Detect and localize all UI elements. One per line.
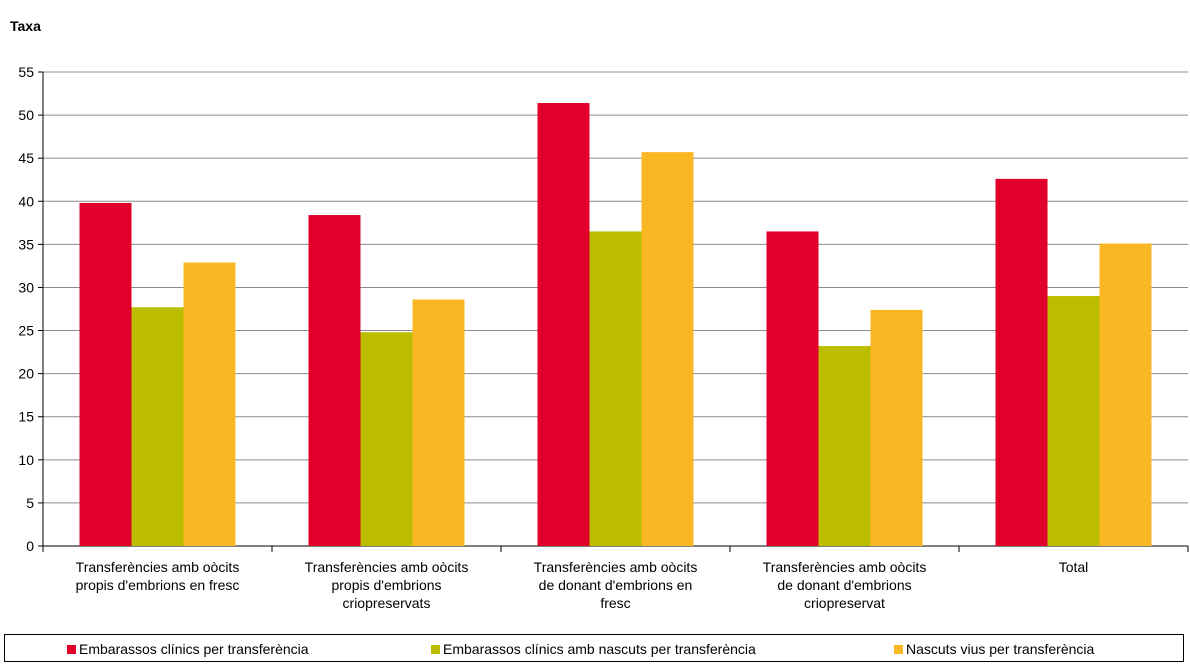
- legend-label-2: Embarassos clínics amb nascuts per trans…: [443, 641, 756, 657]
- x-tick-label: Transferències amb oòcits: [305, 559, 469, 575]
- bar: [360, 332, 413, 546]
- y-tick-label: 40: [18, 193, 34, 209]
- x-tick-label: Transferències amb oòcits: [763, 559, 927, 575]
- bar: [183, 262, 236, 546]
- y-tick-label: 35: [18, 236, 34, 252]
- bar: [308, 215, 361, 546]
- legend-item-1: Embarassos clínics per transferència: [67, 641, 309, 657]
- y-tick-label: 5: [26, 495, 34, 511]
- y-tick-label: 55: [18, 64, 34, 80]
- x-tick-label: propis d'embrions: [331, 577, 441, 593]
- legend-item-3: Nascuts vius per transferència: [894, 641, 1094, 657]
- bar: [995, 178, 1048, 546]
- legend-swatch-3: [894, 645, 903, 654]
- y-tick-label: 0: [26, 538, 34, 554]
- x-tick-label: criopreservat: [804, 595, 885, 611]
- plot-area: 0 5 10 15 20 25 30 35 40 45 50 55 Transferències amb…: [18, 64, 1189, 611]
- bar: [412, 299, 465, 546]
- bar: [79, 202, 132, 546]
- x-tick-label: Transferències amb oòcits: [76, 559, 240, 575]
- legend-item-2: Embarassos clínics amb nascuts per trans…: [431, 641, 756, 657]
- y-tick-label: 50: [18, 107, 34, 123]
- bar: [641, 152, 694, 546]
- legend-label-3: Nascuts vius per transferència: [906, 641, 1095, 657]
- x-tick-label: Transferències amb oòcits: [534, 559, 698, 575]
- bar: [1047, 296, 1100, 546]
- bar: [870, 309, 923, 546]
- legend-label-1: Embarassos clínics per transferència: [79, 641, 309, 657]
- bar: [589, 231, 642, 546]
- legend-swatch-2: [431, 645, 440, 654]
- bar: [1099, 243, 1152, 546]
- x-tick-label: de donant d'embrions: [777, 577, 911, 593]
- bar: [131, 307, 184, 546]
- y-axis-title: Taxa: [10, 18, 41, 34]
- y-tick-label: 15: [18, 409, 34, 425]
- bar: [818, 346, 871, 546]
- bar: [766, 231, 819, 546]
- y-tick-label: 20: [18, 366, 34, 382]
- x-tick-label: Total: [1059, 559, 1089, 575]
- y-tick-label: 10: [18, 452, 34, 468]
- x-tick-label: propis d'embrions en fresc: [76, 577, 240, 593]
- y-tick-label: 30: [18, 279, 34, 295]
- y-tick-label: 25: [18, 323, 34, 339]
- x-tick-label: de donant d'embrions en: [539, 577, 693, 593]
- y-tick-label: 45: [18, 150, 34, 166]
- bar: [537, 103, 590, 546]
- legend: Embarassos clínics per transferència Emb…: [4, 634, 1184, 662]
- x-tick-label: criopreservats: [343, 595, 431, 611]
- legend-swatch-1: [67, 645, 76, 654]
- x-tick-label: fresc: [600, 595, 630, 611]
